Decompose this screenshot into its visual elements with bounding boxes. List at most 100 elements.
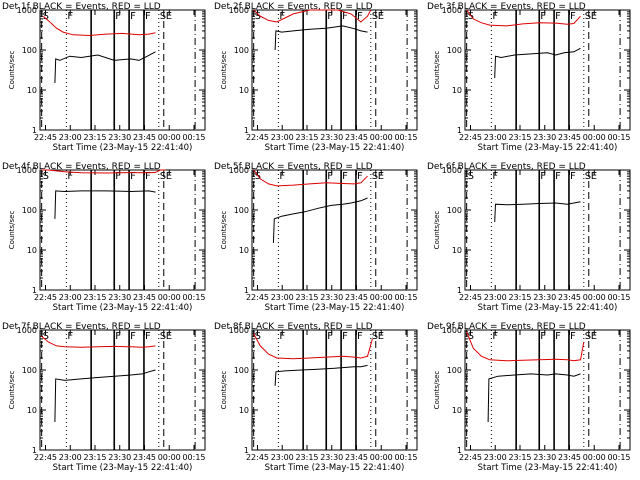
- marker-label: F: [342, 171, 348, 182]
- x-tick-label: 00:15: [607, 453, 630, 462]
- x-tick-label: 23:15: [508, 133, 531, 142]
- y-tick-label: 100: [22, 366, 37, 375]
- x-tick-label: 23:45: [133, 133, 156, 142]
- y-tick-label: 100: [234, 206, 249, 215]
- series-events-line: [54, 369, 156, 423]
- x-tick-label: 00:15: [607, 133, 630, 142]
- marker-label: E: [591, 171, 597, 182]
- x-tick-label: 23:30: [320, 133, 343, 142]
- marker-label: S: [468, 331, 474, 342]
- x-axis-label: Start Time (23-May-15 22:41:40): [265, 303, 405, 313]
- marker-label: F: [145, 331, 151, 342]
- chart-title: Det 4f BLACK = Events, RED = LLD: [2, 162, 161, 172]
- plot-frame: [464, 169, 631, 291]
- marker-label: F: [342, 11, 348, 22]
- chart-panel-3: Det 3f BLACK = Events, RED = LLD 1 10 100 10…: [427, 2, 631, 153]
- chart-title: Det 3f BLACK = Events, RED = LLD: [427, 2, 586, 12]
- marker-label: F: [327, 11, 333, 22]
- series-lld-line: [42, 15, 156, 37]
- x-tick-label: 23:15: [83, 293, 106, 302]
- series-events-line: [54, 51, 156, 84]
- y-tick-label: 1000: [442, 6, 462, 15]
- marker-label: S: [468, 171, 474, 182]
- chart-title: Det 5f BLACK = Events, RED = LLD: [214, 162, 373, 172]
- x-tick-label: 23:15: [295, 133, 318, 142]
- marker-label: S: [43, 331, 49, 342]
- x-tick-label: 00:15: [182, 293, 205, 302]
- y-tick-label: 1: [457, 286, 462, 295]
- y-tick-label: 1000: [17, 6, 37, 15]
- x-tick-label: 00:15: [394, 453, 417, 462]
- series-events-line: [274, 364, 368, 386]
- marker-label: F: [540, 331, 546, 342]
- marker-label: S: [160, 331, 166, 342]
- marker-label: F: [115, 11, 121, 22]
- y-tick-label: 10: [239, 246, 249, 255]
- series-lld-line: [41, 335, 156, 348]
- plot-frame: [251, 169, 418, 291]
- y-tick-label: 1000: [229, 166, 249, 175]
- x-tick-label: 22:45: [246, 453, 269, 462]
- x-tick-label: 23:15: [508, 453, 531, 462]
- chart-panel-6: Det 6f BLACK = Events, RED = LLD 1 10 100 10…: [427, 162, 631, 313]
- plot-frame: [464, 329, 631, 451]
- y-tick-label: 10: [27, 246, 37, 255]
- marker-label: F: [492, 11, 498, 22]
- x-tick-label: 23:30: [108, 133, 131, 142]
- series-events-line: [494, 47, 581, 79]
- x-tick-label: 23:30: [108, 293, 131, 302]
- marker-label: S: [255, 331, 261, 342]
- marker-label: F: [555, 331, 561, 342]
- x-tick-label: 00:15: [182, 133, 205, 142]
- y-tick-label: 1: [457, 446, 462, 455]
- x-axis-label: Start Time (23-May-15 22:41:40): [478, 463, 618, 473]
- x-tick-label: 23:00: [271, 453, 294, 462]
- x-tick-label: 22:45: [34, 133, 57, 142]
- marker-label: S: [372, 171, 378, 182]
- marker-label: F: [570, 171, 576, 182]
- y-tick-label: 1000: [442, 326, 462, 335]
- series-events-line: [272, 197, 368, 244]
- chart-title: Det 7f BLACK = Events, RED = LLD: [2, 322, 161, 332]
- x-tick-label: 22:45: [459, 133, 482, 142]
- marker-label: F: [492, 331, 498, 342]
- x-tick-label: 00:15: [394, 133, 417, 142]
- marker-label: S: [585, 331, 591, 342]
- chart-title: Det 9f BLACK = Events, RED = LLD: [427, 322, 586, 332]
- x-axis-label: Start Time (23-May-15 22:41:40): [53, 463, 193, 473]
- chart-panel-1: Det 1f BLACK = Events, RED = LLD 1 10 100 10…: [2, 2, 206, 153]
- y-tick-label: 1: [32, 446, 37, 455]
- x-tick-label: 23:00: [59, 293, 82, 302]
- y-tick-label: 10: [27, 86, 37, 95]
- marker-label: S: [585, 11, 591, 22]
- x-tick-label: 23:00: [271, 133, 294, 142]
- x-tick-label: 22:45: [459, 453, 482, 462]
- y-tick-label: 1000: [229, 326, 249, 335]
- marker-label: F: [67, 331, 73, 342]
- marker-label: S: [468, 11, 474, 22]
- x-axis-label: Start Time (23-May-15 22:41:40): [53, 143, 193, 153]
- chart-title: Det 8f BLACK = Events, RED = LLD: [214, 322, 373, 332]
- marker-label: F: [67, 11, 73, 22]
- marker-label: F: [357, 171, 363, 182]
- y-tick-label: 10: [27, 406, 37, 415]
- y-axis-label: Counts/sec: [8, 211, 16, 250]
- y-tick-label: 10: [239, 406, 249, 415]
- y-tick-label: 100: [447, 206, 462, 215]
- marker-label: S: [43, 171, 49, 182]
- x-tick-label: 23:45: [558, 133, 581, 142]
- x-tick-label: 22:45: [459, 293, 482, 302]
- marker-label: F: [357, 331, 363, 342]
- x-tick-label: 23:00: [484, 293, 507, 302]
- y-tick-label: 10: [239, 86, 249, 95]
- x-tick-label: 23:00: [484, 453, 507, 462]
- x-axis-label: Start Time (23-May-15 22:41:40): [478, 143, 618, 153]
- marker-label: F: [145, 171, 151, 182]
- x-tick-label: 23:30: [533, 133, 556, 142]
- chart-title: Det 2f BLACK = Events, RED = LLD: [214, 2, 373, 12]
- marker-label: F: [570, 11, 576, 22]
- x-tick-label: 22:45: [246, 133, 269, 142]
- x-tick-label: 23:45: [345, 133, 368, 142]
- chart-panel-5: Det 5f BLACK = Events, RED = LLD 1 10 100 10…: [214, 162, 418, 313]
